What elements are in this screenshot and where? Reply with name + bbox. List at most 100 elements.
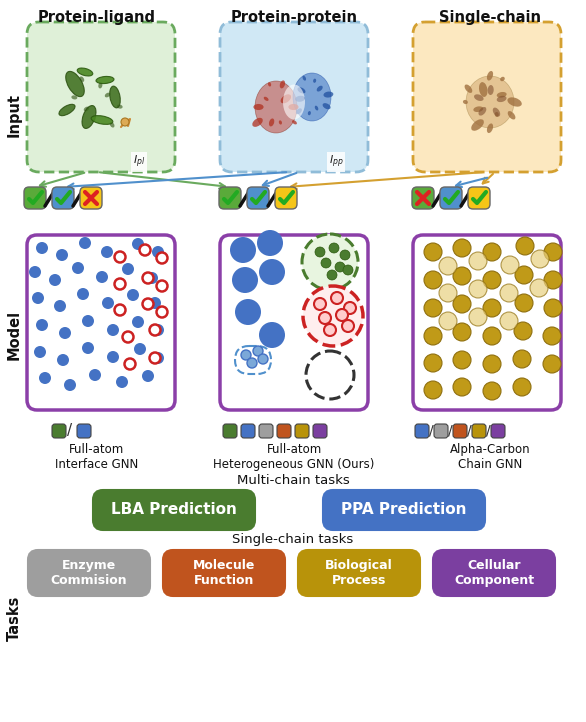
Circle shape [439,257,457,275]
Circle shape [152,246,164,258]
Circle shape [453,323,471,341]
Circle shape [59,327,71,339]
Ellipse shape [479,107,486,116]
Circle shape [424,354,442,372]
Circle shape [315,247,325,257]
Ellipse shape [474,95,483,101]
Circle shape [142,298,154,310]
Ellipse shape [96,77,114,84]
Circle shape [513,378,531,396]
Circle shape [114,305,125,316]
Circle shape [121,118,129,126]
Circle shape [102,297,114,309]
FancyBboxPatch shape [472,424,486,438]
Circle shape [342,320,354,332]
Text: Model: Model [6,310,22,360]
Ellipse shape [98,82,103,88]
Text: Protein-protein: Protein-protein [230,10,357,25]
Circle shape [114,251,125,263]
Circle shape [544,243,562,261]
Text: /: / [486,424,490,438]
Circle shape [29,266,41,278]
Circle shape [336,309,348,321]
Circle shape [82,342,94,354]
Ellipse shape [308,111,311,116]
Ellipse shape [80,77,84,82]
Ellipse shape [323,92,333,97]
Ellipse shape [313,79,316,83]
FancyBboxPatch shape [27,22,175,172]
FancyBboxPatch shape [52,187,74,209]
Ellipse shape [466,76,514,128]
FancyBboxPatch shape [220,235,368,410]
Text: /: / [466,424,471,438]
Circle shape [483,355,501,373]
Ellipse shape [105,92,110,97]
Circle shape [149,297,161,309]
Circle shape [96,271,108,283]
Ellipse shape [117,105,122,108]
Circle shape [57,354,69,366]
Circle shape [132,316,144,328]
Circle shape [306,351,354,399]
Circle shape [329,243,339,253]
Circle shape [424,327,442,345]
Circle shape [149,352,161,363]
FancyBboxPatch shape [220,22,368,172]
Circle shape [453,378,471,396]
Ellipse shape [493,108,500,117]
Text: PPA Prediction: PPA Prediction [341,503,467,518]
Ellipse shape [479,82,488,97]
Circle shape [543,355,561,373]
Circle shape [230,237,256,263]
Text: $I_{pp}$: $I_{pp}$ [329,154,343,170]
Circle shape [49,274,61,286]
Ellipse shape [253,118,263,127]
Ellipse shape [84,107,89,111]
FancyBboxPatch shape [93,490,255,530]
Circle shape [259,259,285,285]
Ellipse shape [110,122,114,128]
Circle shape [152,324,164,336]
Ellipse shape [82,105,96,129]
Ellipse shape [463,100,468,104]
Ellipse shape [264,97,268,101]
Circle shape [235,299,261,325]
Circle shape [259,322,285,348]
Circle shape [469,308,487,326]
Text: $I_{pl}$: $I_{pl}$ [133,154,145,170]
Circle shape [82,315,94,327]
Circle shape [424,299,442,317]
Ellipse shape [296,108,302,114]
Ellipse shape [269,118,274,126]
Ellipse shape [66,71,84,97]
Ellipse shape [292,121,297,124]
Text: Multi-chain tasks: Multi-chain tasks [237,474,349,487]
Circle shape [107,351,119,363]
Circle shape [56,249,68,261]
FancyBboxPatch shape [27,235,175,410]
Circle shape [340,250,350,260]
Circle shape [241,350,251,360]
Circle shape [34,346,46,358]
FancyBboxPatch shape [440,187,462,209]
Circle shape [483,271,501,289]
Circle shape [501,256,519,274]
Circle shape [156,307,168,318]
Circle shape [72,262,84,274]
Circle shape [483,327,501,345]
Circle shape [79,237,91,249]
FancyBboxPatch shape [241,424,255,438]
FancyBboxPatch shape [415,424,429,438]
Circle shape [343,265,353,275]
Text: Single-chain tasks: Single-chain tasks [233,534,353,547]
Ellipse shape [471,119,484,131]
Circle shape [531,250,549,268]
FancyBboxPatch shape [468,187,490,209]
Ellipse shape [473,106,483,112]
Circle shape [54,300,66,312]
Circle shape [142,272,154,284]
Ellipse shape [507,111,516,120]
FancyBboxPatch shape [28,550,150,596]
Circle shape [515,294,533,312]
